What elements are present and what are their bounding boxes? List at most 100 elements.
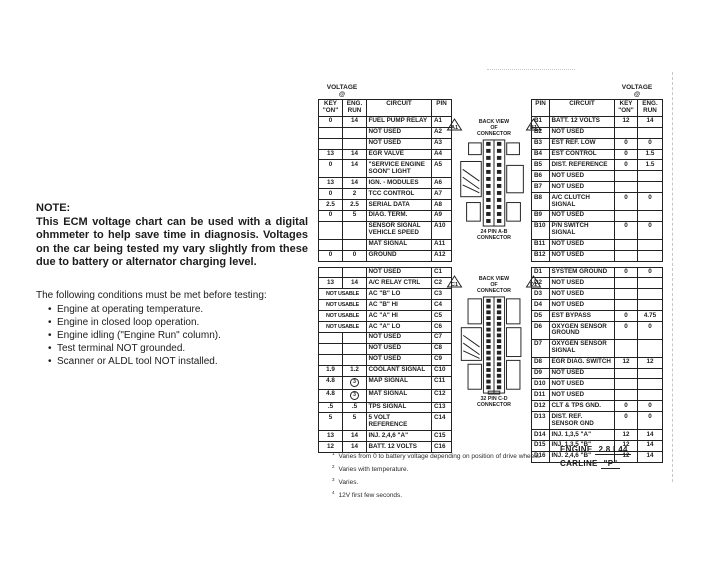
circuit-cell: NOT USED — [549, 299, 615, 312]
circuit-cell: NOT USED — [549, 249, 615, 262]
table-row: 13 14 EGR VALVE A4 — [318, 148, 452, 161]
eng-run-column-header: ENG. RUN — [637, 99, 663, 117]
cd-connector-assembly: C1 BACK VIEW OF CONNECTOR D1 — [446, 275, 542, 408]
table-row: B1 BATT. 12 VOLTS 12 14 — [531, 115, 663, 128]
eng-run-cell: 1.5 — [637, 159, 663, 172]
table-row: 12 14 BATT. 12 VOLTS C16 — [318, 441, 452, 454]
condition-item: Engine idling ("Engine Run" column). — [48, 329, 336, 342]
circuit-cell: COOLANT SIGNAL — [366, 364, 432, 377]
eng-run-cell: 0 — [637, 321, 663, 340]
not-usable-cell: NOT USABLE — [318, 288, 367, 301]
ab-connector-header: A1 BACK VIEW OF CONNECTOR B1 — [446, 118, 542, 137]
key-on-cell — [318, 342, 343, 355]
eng-run-cell — [637, 181, 663, 194]
table-row: 2.5 2.5 SERIAL DATA A8 — [318, 199, 452, 211]
condition-item: Test terminal NOT grounded. — [48, 342, 336, 355]
pin-cell: C12 — [431, 388, 452, 403]
table-row: NOT USED A2 — [318, 126, 452, 139]
table-row: D14 INJ. 1,3,5 "A" 12 14 — [531, 429, 663, 441]
table-row: NOT USED C1 — [318, 266, 452, 279]
table-row: D4 NOT USED — [531, 299, 663, 312]
key-on-cell — [614, 249, 638, 262]
eng-run-cell — [637, 389, 663, 402]
key-on-cell — [614, 378, 638, 391]
circuit-cell: EST REF. LOW — [549, 137, 615, 150]
eng-run-column-header: ENG. RUN — [342, 99, 367, 117]
key-on-cell: 04 — [318, 115, 343, 128]
svg-text:C1: C1 — [451, 282, 458, 288]
table-row: 4.8 3 MAP SIGNAL C11 — [318, 375, 452, 390]
eng-run-cell — [637, 288, 663, 301]
condition-item: Engine at operating temperature. — [48, 303, 336, 316]
key-on-cell: 5 — [318, 412, 343, 432]
scan-artifact-edge — [672, 72, 673, 482]
eng-run-cell: 14 — [637, 429, 663, 441]
table-row: B8 A/C CLUTCH SIGNAL 0 0 — [531, 192, 663, 211]
not-usable-cell: NOT USABLE — [318, 321, 367, 333]
key-on-cell: 0 — [318, 159, 343, 179]
table-row: D3 NOT USED — [531, 288, 663, 301]
eng-run-cell — [637, 378, 663, 391]
header-row: PIN CIRCUIT KEY "ON" ENG. RUN — [531, 99, 663, 117]
eng-run-cell: 0 — [637, 220, 663, 240]
scan-artifact-dots — [487, 69, 575, 70]
eng-run-cell: 1 — [637, 338, 663, 358]
pin-cell: A12 — [431, 249, 452, 262]
eng-run-cell: 14 — [342, 430, 367, 443]
engine-value: 2.8 L44 — [595, 445, 631, 455]
footnote-text: Varies with temperature. — [338, 466, 409, 474]
key-on-cell — [318, 353, 343, 366]
left-voltage-label: VOLTAGE @ — [326, 84, 358, 98]
not-usable-cell: NOT USABLE — [318, 310, 367, 323]
ab-connector-caption: 24 PIN A-B CONNECTOR — [476, 229, 512, 241]
ab-connector-diagram — [446, 138, 542, 228]
table-row: NOT USED C7 — [318, 331, 452, 344]
eng-run-cell — [342, 238, 367, 251]
key-on-cell: 4.8 — [318, 388, 343, 403]
eng-run-cell: 14 — [342, 115, 367, 128]
key-on-cell: 0 — [614, 137, 638, 150]
table-row: B5 DIST. REFERENCE 0 1.5 — [531, 159, 663, 172]
key-on-cell: 0 — [614, 310, 638, 323]
circuit-cell: EGR VALVE — [366, 148, 432, 161]
eng-run-cell: 5 — [342, 209, 367, 222]
table-row: B10 P/N SWITCH SIGNAL 0 0 — [531, 220, 663, 240]
voltage-table-section: D1 SYSTEM GROUND 0 0 D2 NOT USED D3 NOT USED D4 N… — [531, 266, 663, 463]
circuit-cell: NOT USED — [549, 238, 615, 251]
circuit-cell: AC "A" LO — [366, 321, 432, 333]
table-row: 0 0 GROUND A12 — [318, 249, 452, 262]
conditions-intro: The following conditions must be met bef… — [36, 290, 267, 301]
pin-cell: A9 — [431, 209, 452, 222]
table-row: .5.5 TPS SIGNAL C13 — [318, 401, 452, 414]
key-on-cell: 13 — [318, 177, 343, 190]
eng-run-cell: 14 — [342, 177, 367, 190]
table-row: NOT USABLE AC "A" LO C6 — [318, 321, 452, 333]
key-on-cell: 0 — [614, 411, 638, 430]
table-row: B11 NOT USED — [531, 238, 663, 251]
table-row: B2 NOT USED — [531, 126, 663, 139]
table-row: D13 DIST. REF. SENSOR GND 0 0 — [531, 411, 663, 430]
table-row: 13 14 IGN. - MODULES A6 — [318, 177, 452, 190]
circuit-cell: SERIAL DATA — [366, 199, 432, 211]
footnote-line: 3 Varies. — [332, 475, 582, 488]
key-on-cell — [614, 299, 638, 312]
cd-connector-header: C1 BACK VIEW OF CONNECTOR D1 — [446, 275, 542, 294]
table-row: D5 EST BYPASS 0 4.75 — [531, 310, 663, 323]
circuit-cell: MAP SIGNAL — [366, 375, 432, 390]
ac-connector-voltage-table: KEY "ON"ENG. RUNCIRCUITPIN0414FUEL PUMP … — [318, 99, 452, 458]
note-body: This ECM voltage chart can be used with … — [36, 215, 308, 269]
eng-run-cell: 5 — [342, 412, 367, 432]
footnote-marker: 3 — [350, 391, 359, 401]
key-on-cell — [614, 209, 638, 222]
pin-cell: C11 — [431, 375, 452, 390]
key-on-cell — [614, 288, 638, 301]
key-on-cell — [614, 338, 638, 358]
key-on-cell: 0 — [614, 220, 638, 240]
footnote-line: 2 Varies with temperature. — [332, 462, 582, 475]
table-row: D1 SYSTEM GROUND 0 0 — [531, 266, 663, 279]
circuit-cell: NOT USED — [366, 137, 432, 150]
triangle-marker-b1-icon: B1 — [525, 118, 542, 131]
svg-text:D1: D1 — [530, 282, 537, 288]
